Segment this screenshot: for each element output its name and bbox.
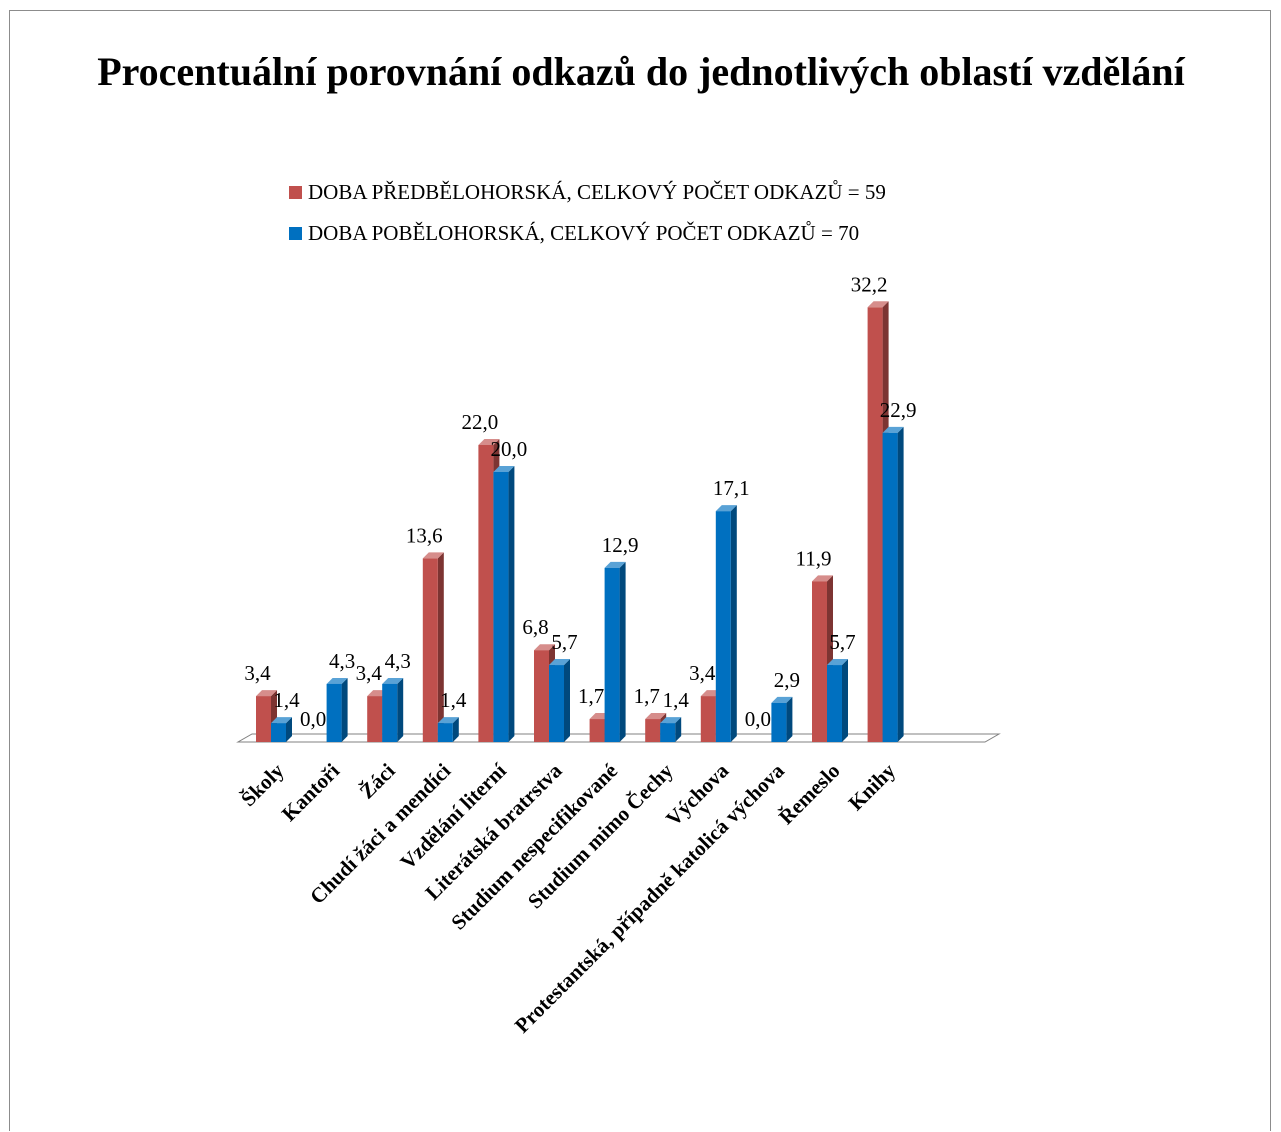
- bar-side-1-4: [437, 552, 444, 742]
- data-label-series-1-10: 0,0: [745, 707, 771, 731]
- data-label-series-2-1: 1,4: [273, 688, 300, 712]
- bar-series-2-11: [827, 665, 842, 742]
- bar-top-1-5: [478, 439, 500, 445]
- legend-item-series-2: DOBA POBĚLOHORSKÁ, CELKOVÝ POČET ODKAZŮ …: [289, 220, 859, 246]
- bar-top-2-3: [382, 677, 404, 684]
- bar-top-2-9: [715, 505, 737, 512]
- data-label-series-2-6: 5,7: [551, 630, 577, 654]
- data-label-series-2-4: 1,4: [440, 688, 467, 712]
- x-tick-label-3: Žáci: [355, 758, 400, 803]
- bar-side-2-12: [897, 426, 904, 742]
- bar-series-2-2: [326, 683, 342, 742]
- data-label-series-2-2: 4,3: [329, 649, 355, 673]
- bar-series-2-9: [715, 511, 731, 742]
- legend-swatch-series-1: [289, 185, 302, 199]
- bar-top-2-1: [271, 717, 292, 724]
- data-label-series-1-4: 13,6: [406, 523, 443, 547]
- bar-top-1-1: [256, 690, 277, 697]
- data-label-series-1-2: 0,0: [300, 707, 326, 731]
- chart-title: Procentuální porovnání odkazů do jednotl…: [97, 49, 1185, 94]
- bar-series-2-6: [549, 665, 564, 742]
- bar-side-2-8: [675, 717, 682, 742]
- legend-swatch-series-2: [289, 226, 302, 240]
- bar-series-2-1: [271, 723, 286, 742]
- plot-area: 3,41,4Školy0,04,3Kantoři3,44,3Žáci13,61,…: [236, 272, 1001, 1038]
- bar-top-2-12: [882, 426, 904, 433]
- bar-side-2-3: [397, 677, 404, 742]
- bar-top-2-7: [604, 561, 626, 568]
- data-label-series-2-8: 1,4: [663, 688, 690, 712]
- x-tick-label-11: Řemeslo: [774, 759, 845, 830]
- bar-side-2-7: [619, 561, 626, 742]
- bar-top-1-6: [534, 644, 555, 651]
- bar-side-2-4: [452, 717, 459, 742]
- bar-series-1-7: [589, 719, 605, 742]
- bar-top-2-8: [660, 717, 682, 724]
- bar-series-1-3: [367, 696, 383, 742]
- bar-series-1-11: [812, 581, 827, 742]
- bar-side-2-5: [508, 466, 515, 742]
- bar-top-1-4: [422, 552, 444, 559]
- bar-series-2-4: [437, 723, 453, 742]
- bar-top-1-11: [812, 575, 833, 582]
- bar-side-2-6: [564, 659, 570, 742]
- data-label-series-1-6: 6,8: [522, 615, 548, 639]
- data-label-series-1-1: 3,4: [244, 661, 271, 685]
- chart-frame: Procentuální porovnání odkazů do jednotl…: [9, 10, 1271, 1131]
- bar-series-1-6: [534, 650, 549, 742]
- bar-side-2-9: [730, 505, 737, 742]
- data-label-series-2-12: 22,9: [880, 398, 917, 422]
- data-label-series-1-9: 3,4: [689, 661, 716, 685]
- data-label-series-1-11: 11,9: [796, 546, 832, 570]
- data-label-series-2-9: 17,1: [713, 476, 750, 500]
- data-label-series-1-5: 22,0: [462, 410, 499, 434]
- bar-top-2-2: [326, 677, 348, 684]
- bar-series-2-3: [382, 683, 398, 742]
- bar-series-1-5: [478, 445, 494, 742]
- x-tick-label-12: Knihy: [844, 758, 901, 815]
- data-label-series-1-12: 32,2: [851, 272, 888, 296]
- data-label-series-2-5: 20,0: [491, 437, 528, 461]
- bar-series-1-9: [700, 696, 716, 742]
- bar-top-2-4: [437, 717, 459, 724]
- bar-side-2-10: [786, 696, 793, 742]
- bar-top-2-6: [549, 659, 570, 666]
- data-label-series-2-11: 5,7: [829, 630, 855, 654]
- data-label-series-2-3: 4,3: [385, 649, 411, 673]
- bar-series-2-12: [882, 432, 898, 742]
- x-tick-label-2: Kantoři: [277, 758, 344, 825]
- bar-side-2-1: [286, 717, 292, 742]
- bar-series-2-10: [771, 702, 787, 742]
- x-tick-label-1: Školy: [236, 758, 289, 811]
- data-label-series-2-10: 2,9: [774, 668, 800, 692]
- bar-series-1-12: [867, 307, 883, 742]
- bar-series-1-4: [422, 558, 438, 742]
- data-label-series-1-7: 1,7: [578, 684, 604, 708]
- bar-side-2-11: [842, 659, 848, 742]
- bar-top-2-11: [827, 659, 848, 666]
- bar-series-1-1: [256, 696, 271, 742]
- legend-label-series-2: DOBA POBĚLOHORSKÁ, CELKOVÝ POČET ODKAZŮ …: [308, 220, 860, 245]
- bar-series-2-7: [604, 567, 620, 742]
- legend-item-series-1: DOBA PŘEDBĚLOHORSKÁ, CELKOVÝ POČET ODKAZ…: [289, 179, 886, 205]
- bar-top-2-10: [771, 696, 793, 703]
- legend-label-series-1: DOBA PŘEDBĚLOHORSKÁ, CELKOVÝ POČET ODKAZ…: [308, 179, 886, 204]
- bar-series-2-8: [660, 723, 676, 742]
- data-label-series-1-3: 3,4: [356, 661, 383, 685]
- bar-series-2-5: [493, 472, 509, 742]
- bar-top-2-5: [493, 466, 515, 472]
- data-label-series-2-7: 12,9: [602, 533, 639, 557]
- bar-series-1-8: [645, 719, 661, 742]
- bar-top-1-8: [645, 713, 667, 720]
- data-label-series-1-8: 1,7: [634, 684, 660, 708]
- bar-side-2-2: [341, 677, 348, 742]
- bar-top-1-12: [867, 301, 889, 308]
